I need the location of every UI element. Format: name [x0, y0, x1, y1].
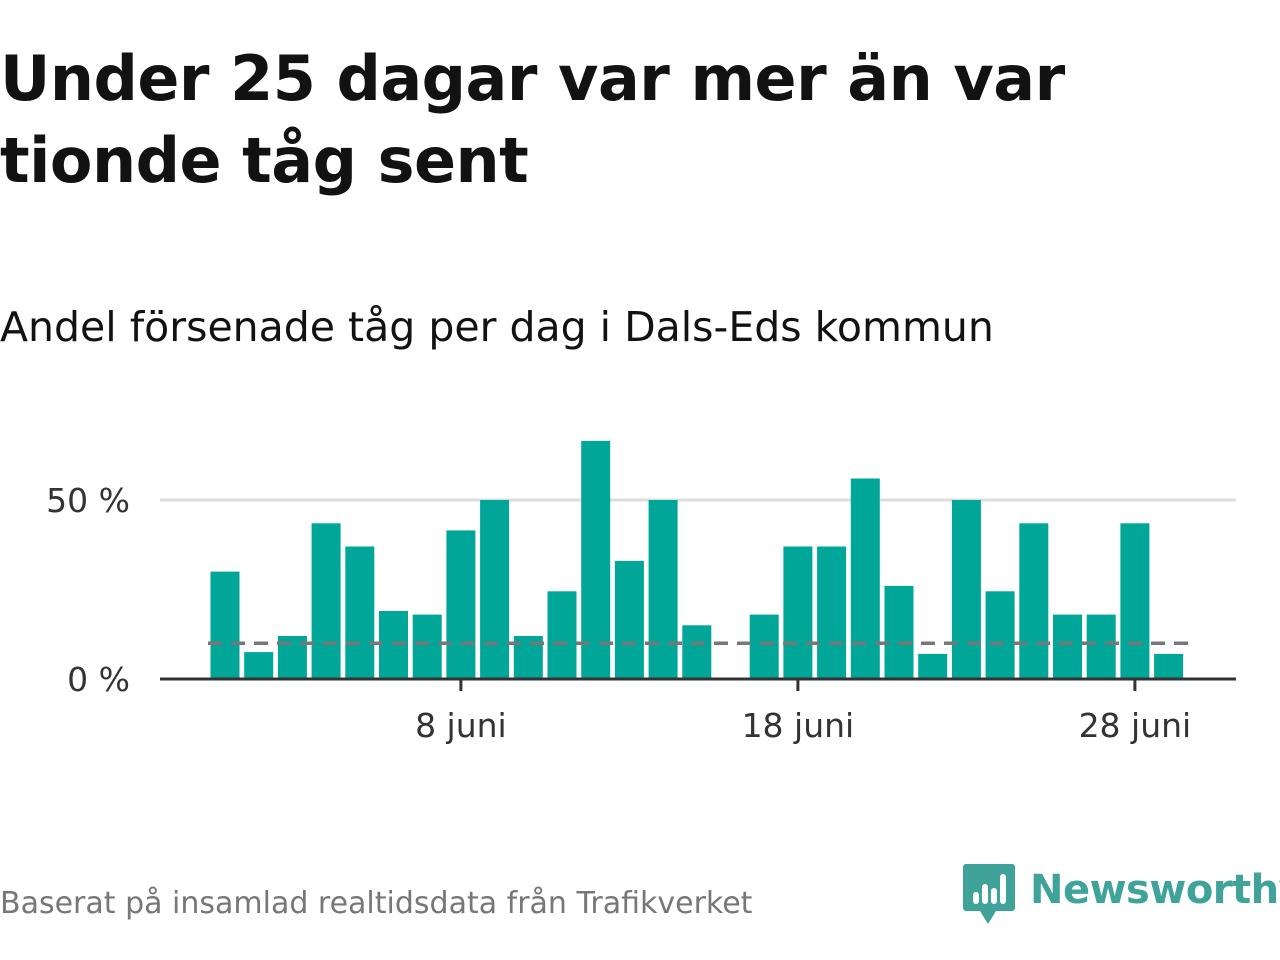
bar-day-24: [985, 591, 1015, 679]
bar-day-1: [210, 571, 240, 679]
bar-day-9: [480, 500, 510, 679]
bar-day-13: [614, 560, 644, 679]
bar-day-26: [1053, 614, 1082, 679]
bar-day-22: [918, 653, 948, 679]
x-tick-label: 8 juni: [415, 706, 507, 745]
bar-day-14: [648, 500, 678, 679]
chart-title: Under 25 dagar var mer än var tionde tåg…: [0, 42, 1065, 197]
bar-day-11: [547, 591, 577, 679]
source-note: Baserat på insamlad realtidsdata från Tr…: [0, 886, 753, 921]
bar-day-7: [412, 614, 442, 679]
bar-day-21: [884, 585, 914, 679]
bar-day-6: [379, 611, 408, 679]
bar-day-20: [850, 478, 880, 679]
bar-day-23: [951, 500, 981, 679]
bar-chart: 8 juni 18 juni 28 juni 0 % 50 %: [46, 440, 1236, 745]
newsworthy-logo-icon: [963, 864, 1015, 924]
bar-day-27: [1086, 614, 1116, 679]
bar-day-29: [1154, 653, 1184, 679]
bar-day-25: [1019, 523, 1049, 679]
bar-day-2: [244, 652, 274, 679]
bar-day-8: [446, 530, 476, 679]
y-tick-label: 50 %: [46, 481, 130, 520]
y-tick-label: 0 %: [67, 660, 130, 699]
bar-day-18: [783, 546, 813, 679]
bar-day-17: [749, 614, 779, 679]
tick-labels: 8 juni 18 juni 28 juni 0 % 50 %: [46, 481, 1191, 745]
x-tick-label: 28 juni: [1079, 706, 1192, 745]
bar-day-4: [311, 523, 341, 679]
bar-day-28: [1120, 523, 1150, 679]
brand-logo: Newsworthy: [962, 860, 1280, 930]
bar-day-15: [682, 625, 712, 679]
x-tick-label: 18 juni: [742, 706, 855, 745]
bars: [210, 440, 1184, 679]
chart-subtitle: Andel försenade tåg per dag i Dals-Eds k…: [0, 303, 994, 351]
bar-day-12: [581, 440, 611, 679]
bar-day-5: [345, 546, 375, 679]
brand-name: Newsworthy: [1030, 867, 1280, 913]
bar-day-19: [817, 546, 847, 679]
x-axis: [160, 677, 1236, 691]
